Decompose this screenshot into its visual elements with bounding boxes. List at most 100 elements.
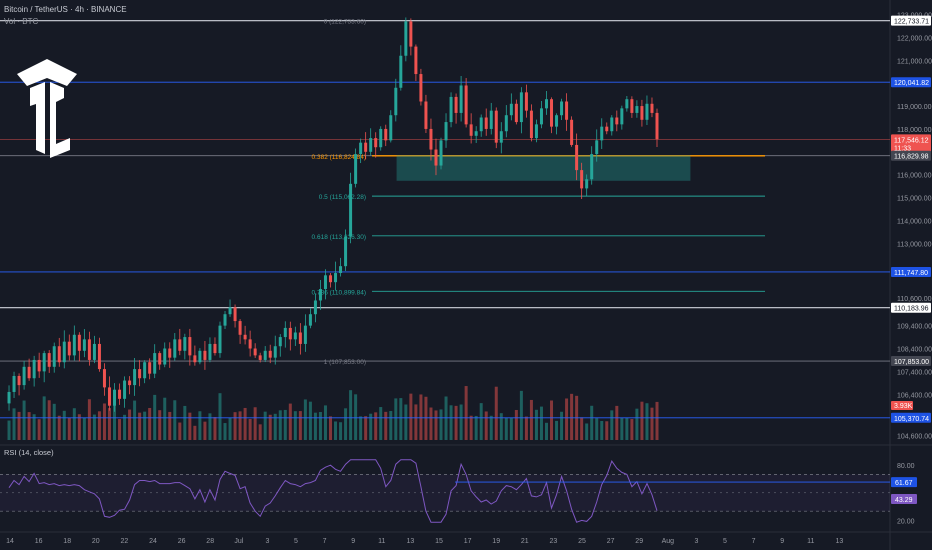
volume-bar	[354, 394, 358, 440]
fib-label: 0 (122,733.60)	[324, 19, 366, 26]
candle-body	[479, 117, 483, 132]
candle-body	[303, 325, 307, 344]
candle-body	[298, 332, 302, 344]
volume-bar	[308, 401, 312, 440]
candle-body	[585, 179, 589, 189]
price-tick-label: 107,400.00	[897, 369, 932, 376]
volume-bar	[429, 407, 433, 440]
volume-bar	[514, 409, 518, 440]
candle-body	[57, 346, 61, 363]
candle-body	[258, 355, 262, 360]
volume-legend: Vol · BTC	[4, 17, 39, 26]
candle-body	[334, 273, 338, 283]
volume-bar	[369, 413, 373, 440]
volume-bar	[198, 411, 202, 440]
candles	[7, 17, 659, 412]
candle-body	[178, 339, 182, 351]
volume-bar	[168, 411, 172, 440]
volume-bar	[494, 386, 498, 440]
candle-body	[489, 110, 493, 129]
candle-body	[655, 112, 659, 140]
volume-bar	[379, 407, 383, 440]
candle-body	[570, 119, 574, 145]
candle-body	[113, 389, 117, 406]
candle-body	[605, 126, 609, 132]
volume-bar	[268, 414, 272, 440]
candle-body	[37, 359, 41, 372]
candle-body	[62, 341, 66, 363]
candle-body	[143, 362, 147, 379]
volume-bar	[504, 417, 508, 440]
volume-bar	[143, 411, 147, 440]
candle-body	[514, 103, 518, 123]
time-tick-label: 29	[635, 538, 643, 545]
volume-bar	[334, 421, 338, 440]
volume-bar	[655, 401, 659, 440]
price-label-text: 117,546.12	[894, 137, 929, 144]
candle-body	[544, 99, 548, 109]
price-label-badge	[891, 302, 931, 313]
volume-bar	[464, 386, 468, 440]
volume-bar	[213, 417, 217, 440]
candle-body	[72, 334, 76, 356]
candle-body	[399, 55, 403, 88]
volume-bar	[605, 421, 609, 440]
volume-bar	[148, 407, 152, 440]
volume-bar	[218, 393, 222, 440]
volume-bar	[102, 403, 106, 440]
candle-body	[22, 366, 26, 386]
time-tick-label: 15	[435, 538, 443, 545]
price-tick-label: 115,000.00	[897, 196, 932, 203]
candle-body	[550, 99, 554, 127]
candle-body	[369, 138, 373, 152]
rsi-value-badge	[891, 493, 917, 504]
volume-bar	[178, 422, 182, 440]
time-tick-label: 18	[63, 538, 71, 545]
volume-bar	[359, 416, 363, 440]
time-tick-label: 25	[578, 538, 586, 545]
candle-body	[499, 131, 503, 143]
volume-bar	[560, 411, 564, 440]
volume-bar	[364, 416, 368, 440]
symbol-title[interactable]: Bitcoin / TetherUS · 4h · BINANCE	[4, 5, 127, 14]
candle-body	[459, 85, 463, 113]
volume-bar	[123, 414, 127, 440]
time-tick-label: 11	[807, 538, 814, 545]
volume-bar	[590, 405, 594, 440]
candle-body	[243, 334, 247, 340]
candle-body	[560, 101, 564, 116]
time-tick-label: Aug	[662, 538, 675, 545]
price-label-text: 122,733.71	[894, 19, 929, 26]
volume-bar	[635, 408, 639, 440]
candle-body	[615, 117, 619, 125]
candle-body	[133, 369, 137, 386]
candle-body	[253, 348, 257, 356]
rsi-value-badge	[891, 477, 917, 488]
candle-body	[620, 108, 624, 125]
volume-bar	[72, 408, 76, 440]
volume-bar	[404, 404, 408, 440]
volume-bar	[550, 400, 554, 440]
volume-bar	[474, 415, 478, 440]
price-tick-label: 121,000.00	[897, 58, 932, 65]
price-label-badge	[891, 150, 931, 161]
volume-bar	[133, 400, 137, 440]
volume-bar	[313, 412, 317, 440]
candle-body	[323, 275, 327, 290]
candle-body	[283, 327, 287, 338]
volume-bar	[424, 396, 428, 440]
volume-bar	[243, 407, 247, 440]
candle-body	[87, 339, 91, 360]
candle-body	[27, 366, 31, 379]
volume-bar	[389, 411, 393, 440]
rsi-pane: RSI (14, close) 80.00 20.00 61.67 43.29	[0, 448, 917, 525]
volume-badge-text: 3.93K	[894, 403, 913, 410]
price-tick-label: 108,400.00	[897, 347, 932, 354]
price-tick-label: 106,400.00	[897, 392, 932, 399]
price-tick-label: 104,600.00	[897, 433, 932, 440]
candle-body	[580, 170, 584, 189]
volume-bar	[283, 409, 287, 440]
candle-body	[238, 321, 242, 335]
